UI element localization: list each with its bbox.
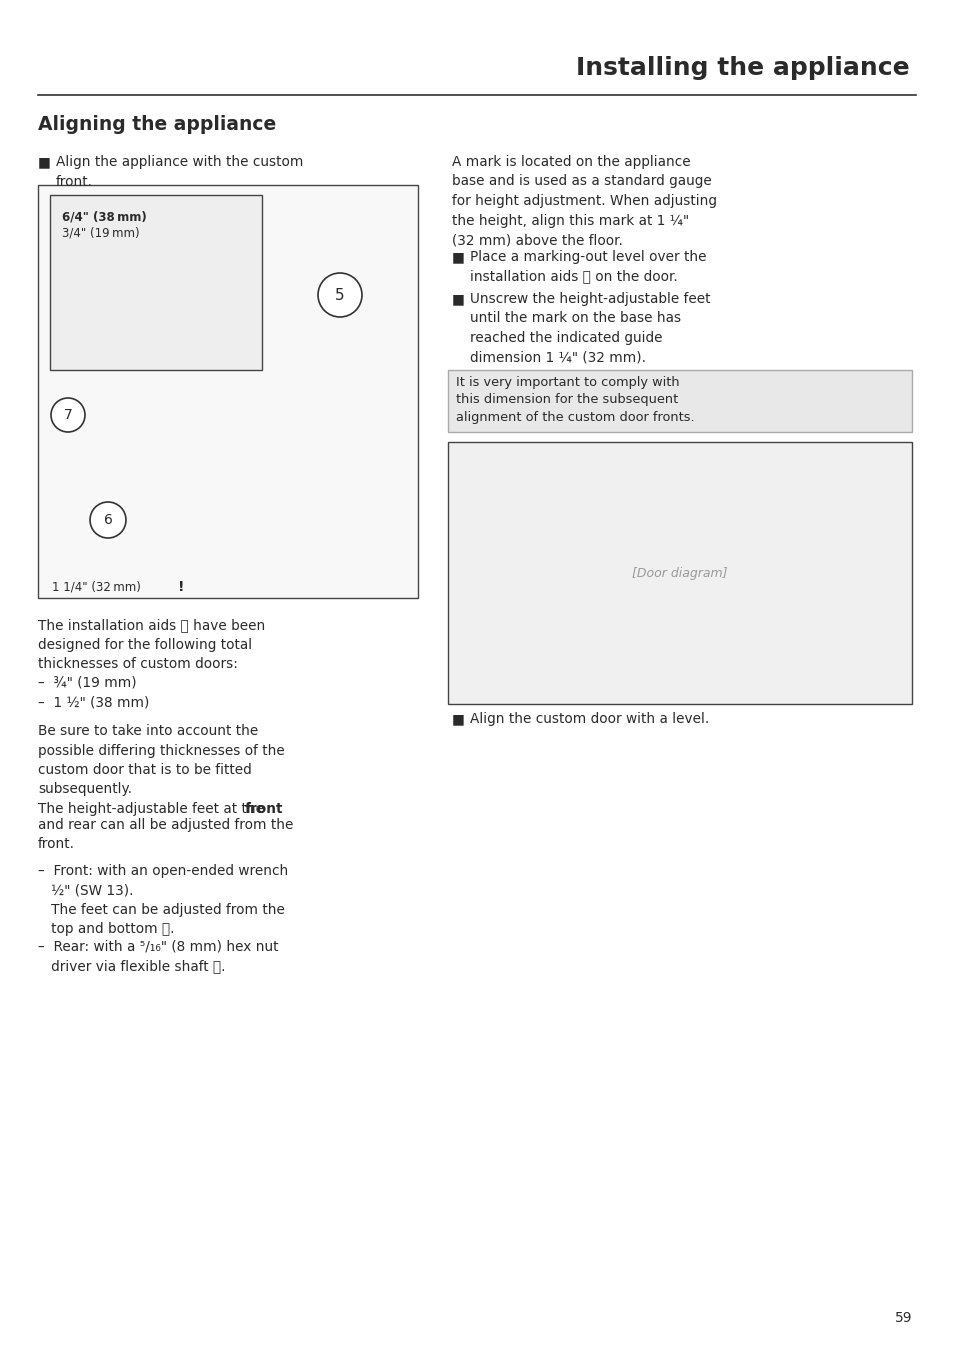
Circle shape: [317, 273, 361, 316]
Text: –  Front: with an open-ended wrench
   ½" (SW 13).
   The feet can be adjusted f: – Front: with an open-ended wrench ½" (S…: [38, 864, 288, 937]
Text: The installation aids ⓤ have been
designed for the following total
thicknesses o: The installation aids ⓤ have been design…: [38, 618, 265, 671]
Text: ■: ■: [452, 713, 464, 726]
Text: –  ¾" (19 mm): – ¾" (19 mm): [38, 676, 136, 690]
Text: Align the custom door with a level.: Align the custom door with a level.: [470, 713, 708, 726]
Text: and rear can all be adjusted from the
front.: and rear can all be adjusted from the fr…: [38, 818, 294, 852]
Text: 3/4" (19 mm): 3/4" (19 mm): [62, 226, 139, 239]
Circle shape: [90, 502, 126, 538]
Text: A mark is located on the appliance
base and is used as a standard gauge
for heig: A mark is located on the appliance base …: [452, 155, 717, 247]
Text: [Door diagram]: [Door diagram]: [632, 566, 727, 580]
Circle shape: [51, 397, 85, 433]
Text: 1 1/4" (32 mm): 1 1/4" (32 mm): [52, 580, 141, 594]
Text: Place a marking-out level over the
installation aids ⓤ on the door.: Place a marking-out level over the insta…: [470, 250, 706, 284]
Text: Be sure to take into account the
possible differing thicknesses of the
custom do: Be sure to take into account the possibl…: [38, 725, 284, 796]
Text: –  1 ½" (38 mm): – 1 ½" (38 mm): [38, 696, 150, 710]
Text: The height-adjustable feet at the: The height-adjustable feet at the: [38, 802, 268, 817]
Bar: [448, 442, 911, 704]
Bar: [50, 195, 262, 370]
Text: It is very important to comply with
this dimension for the subsequent
alignment : It is very important to comply with this…: [456, 376, 694, 425]
Text: 7: 7: [64, 408, 72, 422]
Text: ■: ■: [38, 155, 51, 169]
Text: ■: ■: [452, 250, 464, 264]
Text: !: !: [178, 580, 184, 594]
Text: Unscrew the height-adjustable feet
until the mark on the base has
reached the in: Unscrew the height-adjustable feet until…: [470, 292, 710, 365]
Text: Installing the appliance: Installing the appliance: [576, 55, 909, 80]
Text: 5: 5: [335, 288, 344, 303]
Text: ■: ■: [452, 292, 464, 306]
Text: Aligning the appliance: Aligning the appliance: [38, 115, 276, 134]
Text: –  Rear: with a ⁵/₁₆" (8 mm) hex nut
   driver via flexible shaft ⓦ.: – Rear: with a ⁵/₁₆" (8 mm) hex nut driv…: [38, 940, 278, 973]
Text: 6: 6: [104, 512, 112, 527]
FancyBboxPatch shape: [448, 370, 911, 433]
Bar: [38, 185, 417, 598]
Text: 59: 59: [894, 1311, 911, 1325]
Text: Align the appliance with the custom
front.: Align the appliance with the custom fron…: [56, 155, 303, 188]
Text: 6/4" (38 mm): 6/4" (38 mm): [62, 210, 147, 223]
Text: front: front: [245, 802, 283, 817]
